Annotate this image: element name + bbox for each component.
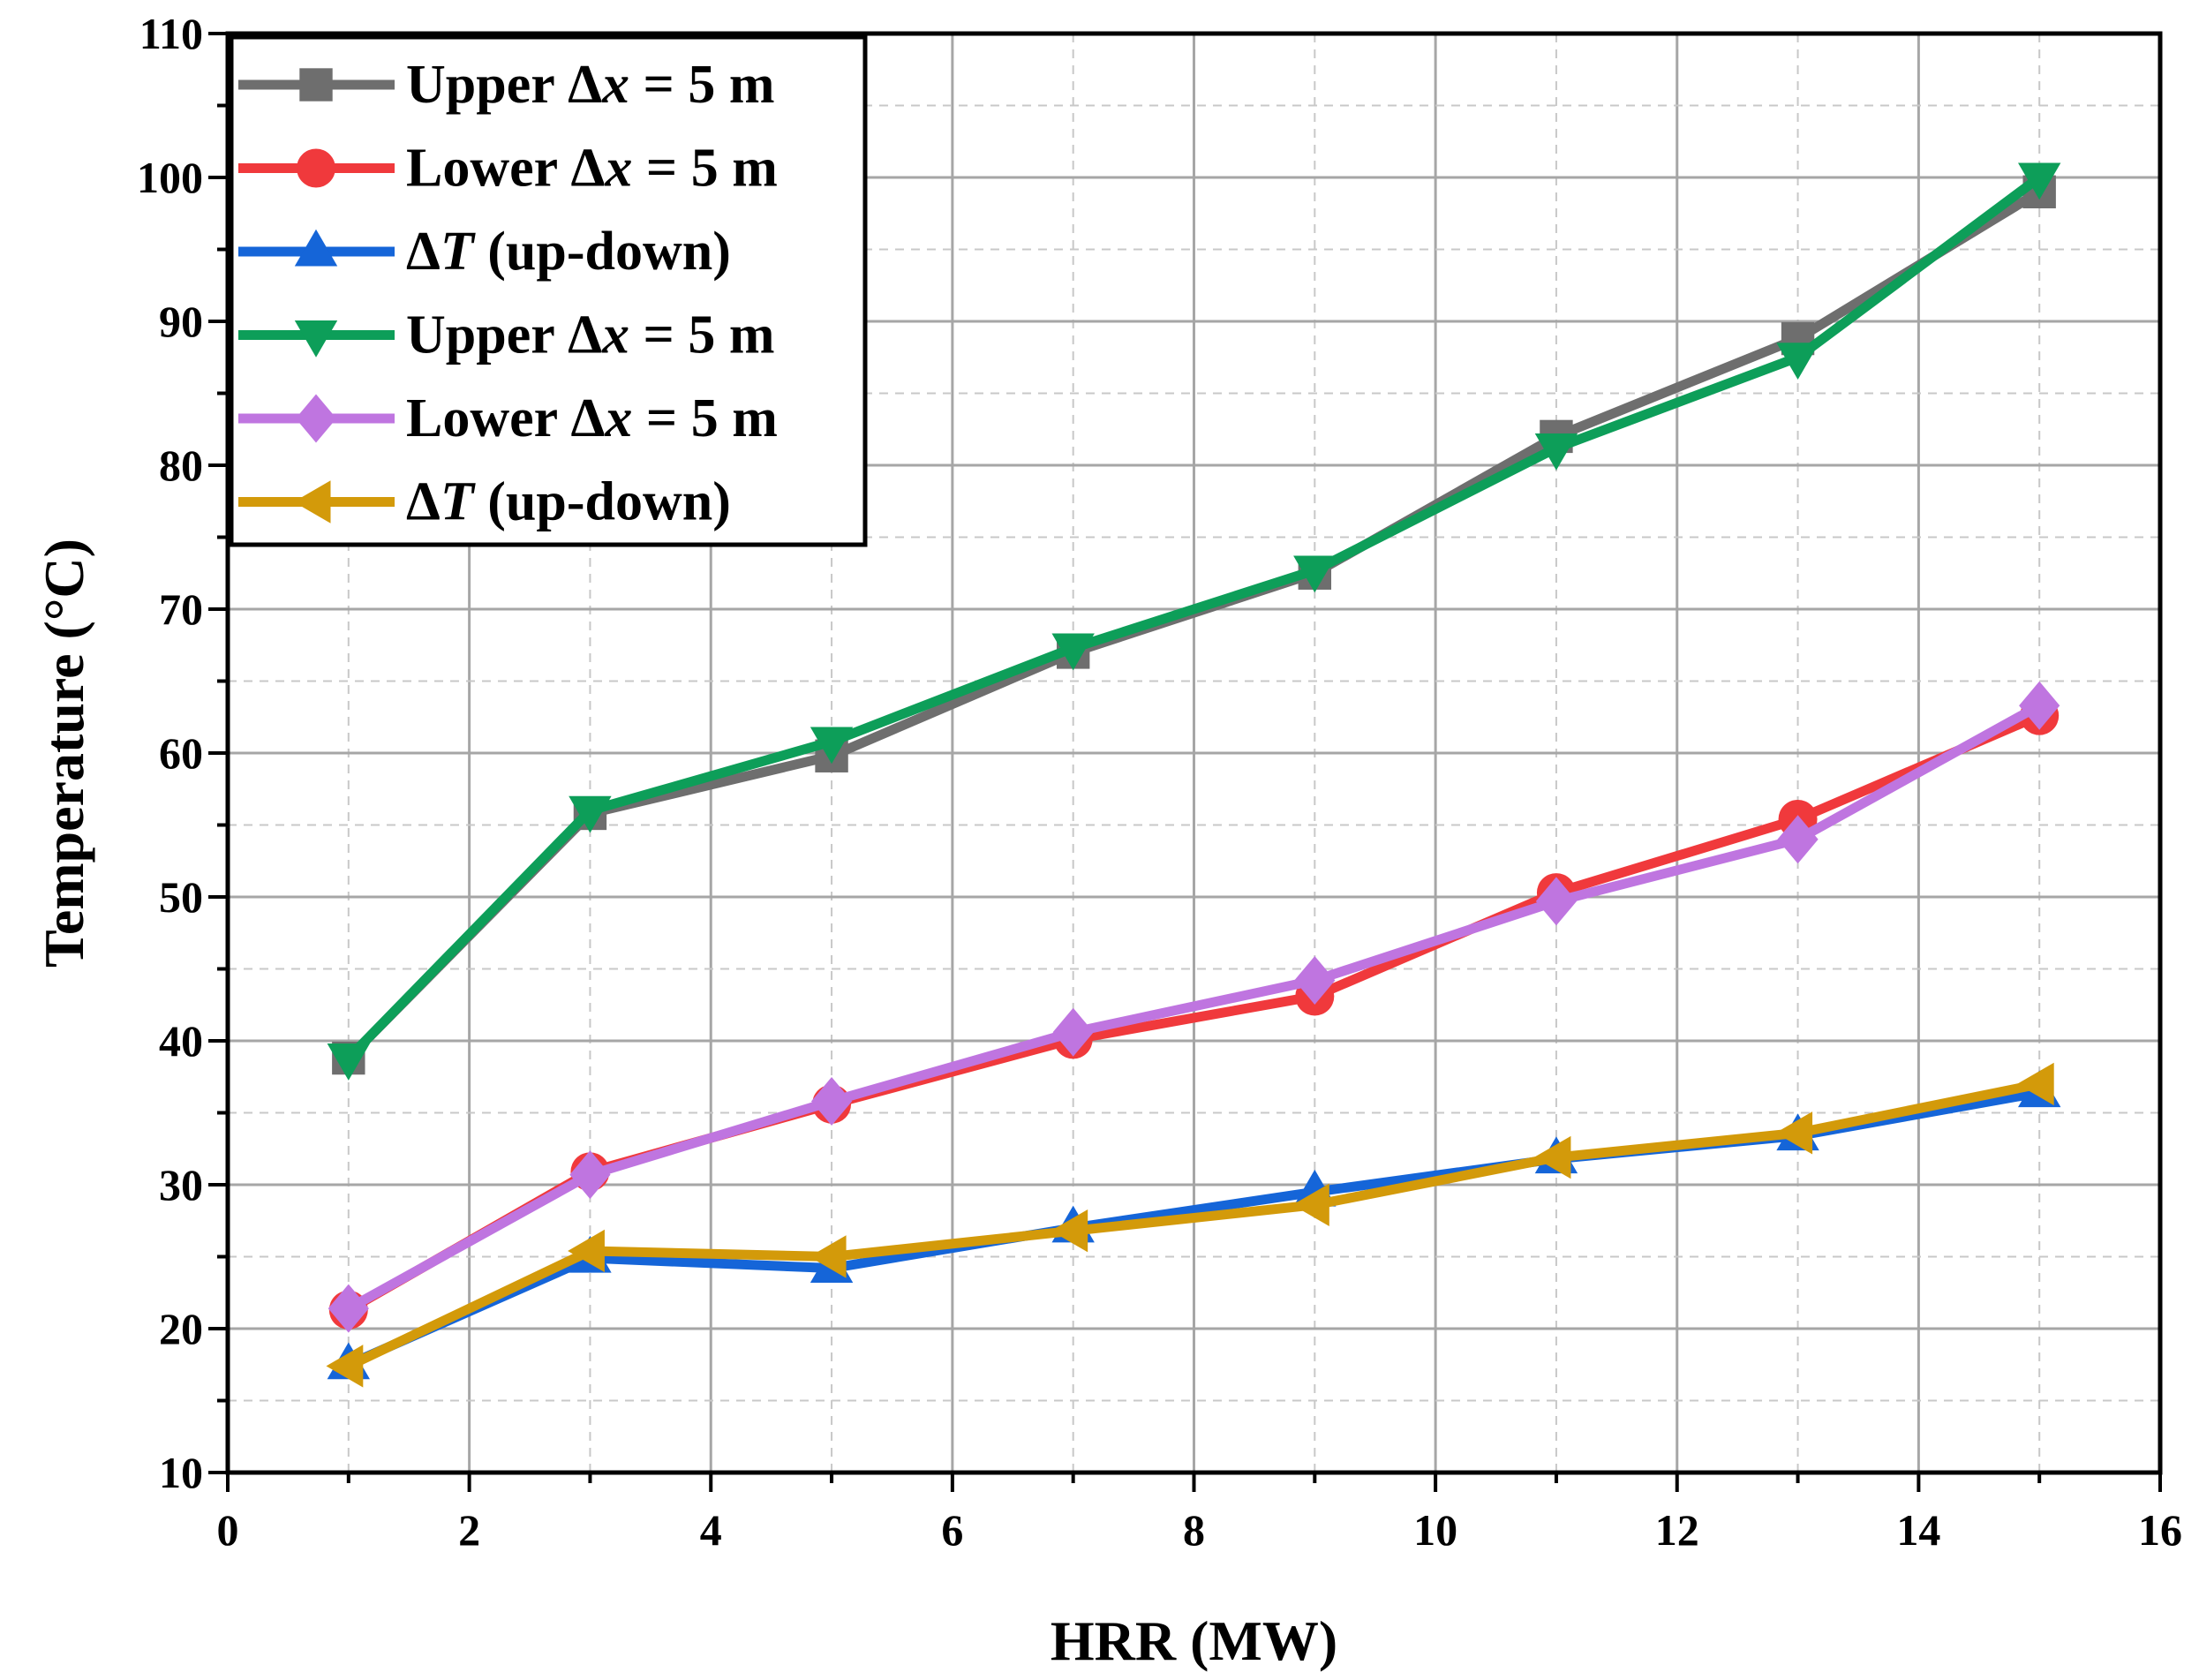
data-point [2017, 162, 2061, 200]
data-point [1534, 433, 1578, 471]
legend-suffix: = 5 m [629, 305, 774, 365]
legend-name: Upper [406, 305, 568, 365]
data-point [1051, 633, 1095, 671]
data-point [1775, 1111, 1813, 1155]
y-tick-label: 30 [159, 1160, 203, 1209]
legend-variable: x [601, 305, 629, 365]
y-tick-label: 20 [159, 1304, 203, 1353]
series-line [346, 1079, 2041, 1371]
legend-label: ΔT (up-down) [406, 222, 731, 282]
series-5 [328, 681, 2060, 1333]
data-point [326, 1345, 364, 1388]
legend-marker [295, 394, 337, 443]
legend-suffix: (up-down) [474, 222, 731, 282]
data-point [1535, 877, 1578, 926]
legend-symbol: Δ [568, 305, 602, 365]
legend-suffix: = 5 m [632, 139, 777, 199]
x-tick-label: 16 [2138, 1505, 2182, 1555]
legend-marker [294, 229, 338, 267]
legend-name: Upper [406, 55, 568, 115]
x-tick-label: 4 [700, 1505, 722, 1555]
series-line [346, 701, 2042, 1313]
legend-variable: x [604, 388, 632, 448]
data-point [2019, 681, 2060, 730]
x-axis-title: HRR (MW) [1051, 1609, 1337, 1672]
legend-marker [299, 68, 333, 102]
series-4 [327, 162, 2061, 1081]
legend-label: ΔT (up-down) [406, 472, 731, 532]
data-point [1777, 815, 1819, 864]
legend-symbol: Δ [571, 139, 606, 199]
x-tick-label: 8 [1183, 1505, 1205, 1555]
tick-labels: 0 2 4 6 8 10 12 14 16 10 20 30 40 50 60 70 80 90 100 110 [137, 9, 2182, 1555]
legend-label: Lower Δx = 5 m [406, 139, 778, 199]
legend-suffix: (up-down) [474, 472, 731, 532]
y-tick-label: 80 [159, 441, 203, 490]
legend-box [229, 34, 868, 547]
x-tick-label: 12 [1655, 1505, 1699, 1555]
legend-label: Lower Δx = 5 m [406, 388, 778, 448]
y-tick-label: 60 [159, 728, 203, 778]
data-point [1292, 1183, 1329, 1227]
x-tick-label: 2 [458, 1505, 480, 1555]
x-tick-label: 0 [217, 1505, 239, 1555]
legend-variable: x [604, 139, 632, 199]
data-point [810, 727, 854, 765]
legend-variable: T [441, 472, 476, 532]
data-point [328, 1284, 369, 1333]
legend-label: Upper Δx = 5 m [406, 305, 775, 365]
legend-symbol: Δ [406, 472, 441, 532]
legend-symbol: Δ [571, 388, 606, 448]
data-point [327, 1043, 371, 1081]
data-point [1051, 1209, 1088, 1253]
x-tick-label: 6 [941, 1505, 963, 1555]
y-tick-label: 110 [139, 9, 203, 58]
series-line [344, 173, 2043, 1062]
legend-name: Lower [406, 139, 571, 199]
legend-marker [293, 480, 331, 524]
legend-variable: T [441, 222, 476, 282]
x-tick-label: 10 [1413, 1505, 1457, 1555]
legend-item: Upper Δx = 5 m [238, 55, 775, 115]
x-tick-label: 14 [1896, 1505, 1940, 1555]
data-point [568, 1229, 605, 1273]
legend-item: Lower Δx = 5 m [238, 388, 778, 448]
data-point [569, 1150, 611, 1200]
y-axis-title: Temperature (°C) [33, 539, 95, 968]
legend-item: Lower Δx = 5 m [238, 139, 778, 199]
series-layer [326, 162, 2061, 1388]
data-point [1294, 956, 1336, 1006]
y-tick-label: 10 [159, 1448, 203, 1497]
legend-symbol: Δ [568, 55, 602, 115]
ticks [208, 32, 2162, 1492]
y-tick-label: 40 [159, 1016, 203, 1066]
data-point [1776, 343, 1819, 380]
data-point [2016, 1062, 2054, 1106]
series-6 [326, 1062, 2054, 1388]
data-point [1052, 1007, 1094, 1057]
legend-variable: x [601, 55, 629, 115]
y-tick-label: 50 [159, 872, 203, 922]
legend-marker [294, 320, 338, 358]
legend-suffix: = 5 m [632, 388, 777, 448]
legend-symbol: Δ [406, 222, 441, 282]
legend-suffix: = 5 m [629, 55, 774, 115]
legend-name: Lower [406, 388, 571, 448]
data-point [1293, 555, 1337, 593]
legend-marker [297, 148, 335, 188]
legend-item: Upper Δx = 5 m [238, 305, 775, 365]
y-tick-label: 70 [159, 584, 203, 634]
legend-item: ΔT (up-down) [238, 222, 731, 282]
legend-item: ΔT (up-down) [238, 472, 731, 532]
data-point [1533, 1135, 1571, 1179]
legend-label: Upper Δx = 5 m [406, 55, 775, 115]
data-point [809, 1235, 847, 1278]
y-tick-label: 100 [137, 153, 203, 202]
y-tick-label: 90 [159, 297, 203, 346]
data-point [810, 1076, 853, 1126]
data-point [569, 795, 612, 833]
